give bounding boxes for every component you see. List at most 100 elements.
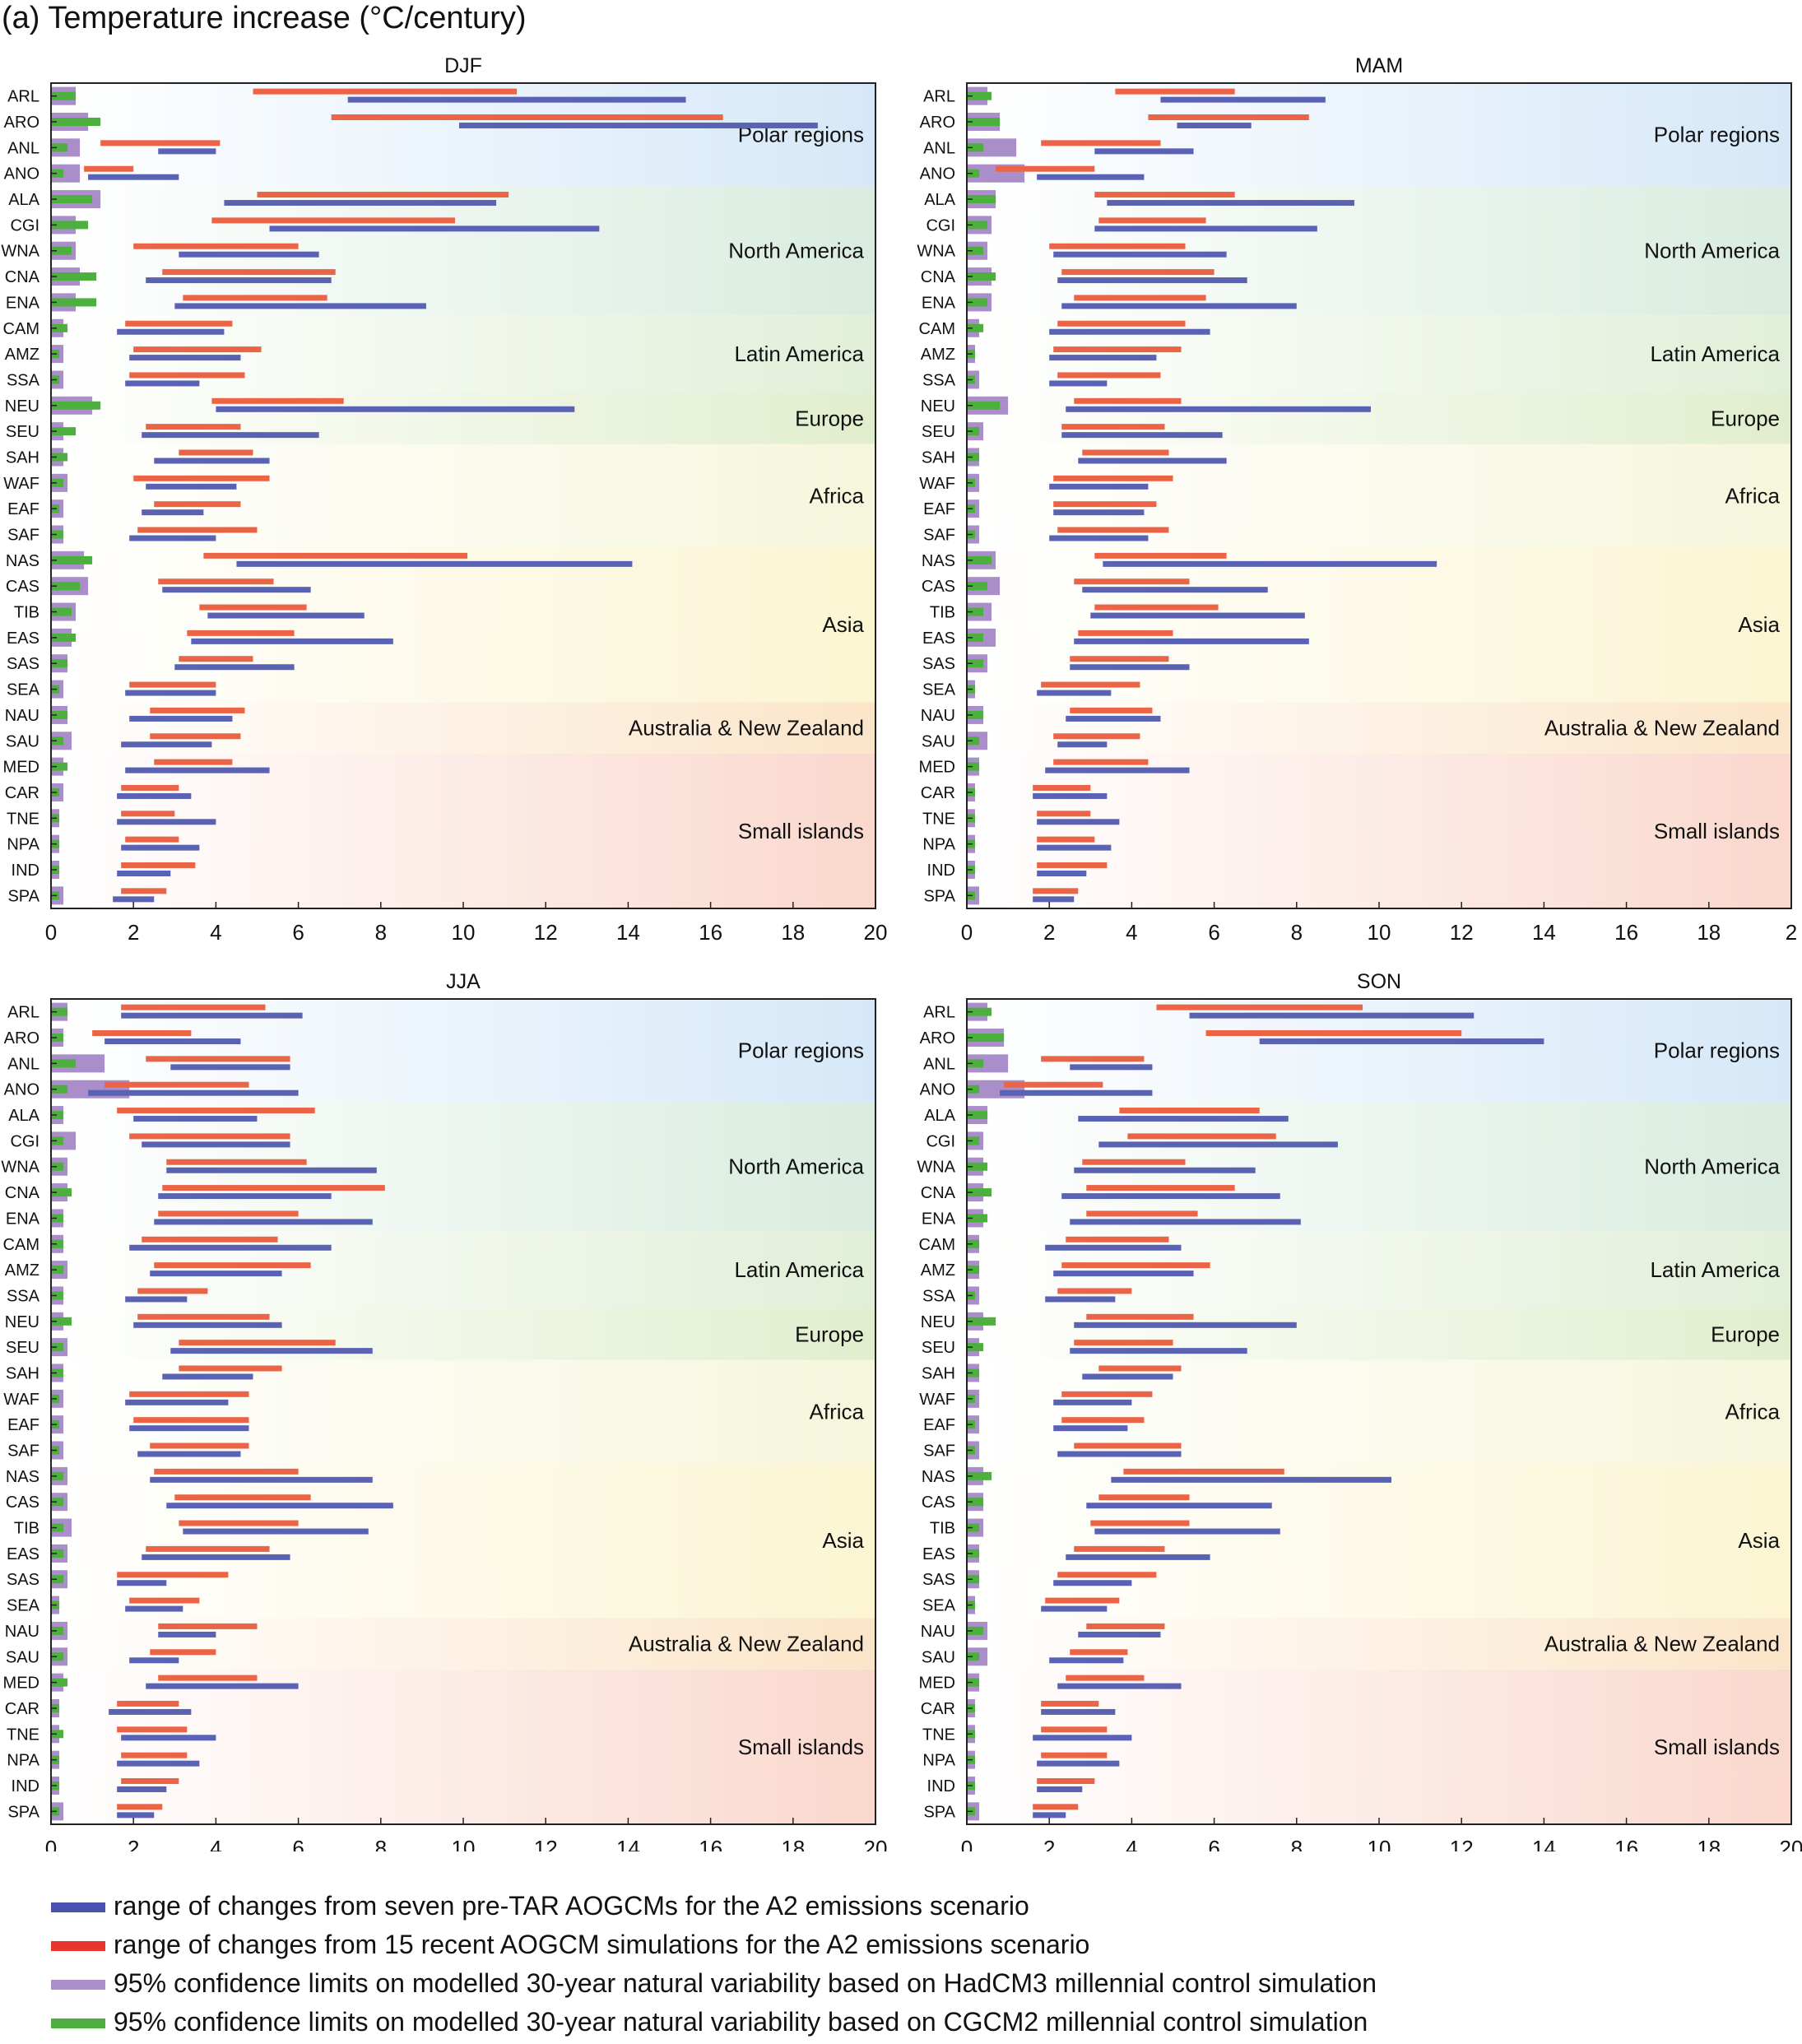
x-tick-label: 2	[1043, 920, 1055, 945]
bar-recent-aogcm	[121, 1004, 266, 1010]
y-tick-label: SAU	[922, 1648, 955, 1666]
x-tick-label: 4	[210, 1836, 221, 1851]
bar-recent-aogcm	[1061, 1391, 1153, 1397]
x-tick-label: 14	[1532, 920, 1556, 945]
y-tick-label: SAH	[922, 1364, 955, 1382]
bar-recent-aogcm	[1086, 1313, 1194, 1320]
bar-recent-aogcm	[1074, 1340, 1173, 1346]
x-tick-label: 12	[534, 1836, 558, 1851]
bar-pre-tar	[1082, 1373, 1173, 1380]
region-label: Asia	[822, 612, 864, 637]
bar-pre-tar	[1074, 638, 1309, 644]
region-label: North America	[728, 239, 864, 263]
bar-recent-aogcm	[1070, 656, 1169, 662]
region-label: Africa	[810, 484, 865, 509]
bar-cgcm2	[51, 1111, 64, 1120]
bar-cgcm2	[51, 1317, 72, 1326]
bar-pre-tar	[1041, 1708, 1116, 1715]
bar-recent-aogcm	[1037, 836, 1095, 843]
y-tick-label: NEU	[5, 1313, 39, 1331]
bar-recent-aogcm	[117, 1108, 315, 1114]
region-label: North America	[1644, 1154, 1780, 1179]
bar-cgcm2	[967, 582, 988, 591]
y-tick-label: NPA	[922, 1752, 955, 1770]
region-band	[51, 315, 875, 393]
bar-cgcm2	[967, 401, 1001, 410]
bar-recent-aogcm	[1115, 88, 1235, 95]
bar-pre-tar	[174, 664, 295, 671]
bar-pre-tar	[1045, 1244, 1182, 1251]
bar-pre-tar	[269, 225, 600, 232]
bar-recent-aogcm	[1070, 1649, 1128, 1656]
y-tick-label: ARL	[923, 88, 955, 106]
bar-cgcm2	[51, 169, 64, 178]
bar-cgcm2	[967, 1239, 980, 1248]
y-tick-label: CAM	[919, 1236, 955, 1254]
bar-pre-tar	[1066, 1554, 1210, 1560]
bar-pre-tar	[117, 819, 216, 825]
bar-pre-tar	[207, 612, 365, 619]
bar-pre-tar	[174, 303, 426, 309]
y-tick-label: NEU	[921, 397, 955, 416]
bar-recent-aogcm	[121, 1777, 179, 1784]
bar-recent-aogcm	[179, 1340, 336, 1346]
bar-cgcm2	[51, 1085, 68, 1094]
region-label: Europe	[1711, 1322, 1780, 1346]
bar-hadcm3	[967, 138, 1017, 157]
bar-cgcm2	[967, 1188, 992, 1197]
bar-recent-aogcm	[1123, 1468, 1284, 1475]
bar-recent-aogcm	[133, 243, 299, 249]
bar-hadcm3	[967, 1054, 1009, 1073]
bar-recent-aogcm	[1057, 1572, 1157, 1578]
bar-pre-tar	[236, 560, 633, 567]
bar-cgcm2	[51, 1214, 64, 1223]
y-tick-label: CNA	[921, 268, 956, 286]
y-tick-label: WAF	[3, 475, 39, 493]
y-tick-label: NPA	[922, 836, 955, 854]
bar-recent-aogcm	[129, 681, 216, 688]
y-tick-label: NAU	[921, 707, 955, 725]
bar-cgcm2	[967, 1111, 988, 1120]
bar-cgcm2	[51, 1575, 64, 1584]
bar-recent-aogcm	[1127, 1133, 1276, 1140]
bar-pre-tar	[183, 1528, 369, 1535]
bar-pre-tar	[1094, 1528, 1280, 1535]
bar-pre-tar	[162, 587, 311, 593]
bar-pre-tar	[166, 1503, 393, 1509]
bar-pre-tar	[104, 1038, 241, 1045]
legend-label: range of changes from 15 recent AOGCM si…	[114, 1930, 1090, 1959]
region-label: Australia & New Zealand	[1544, 716, 1780, 741]
bar-recent-aogcm	[158, 1210, 299, 1217]
bar-cgcm2	[967, 143, 984, 152]
bar-cgcm2	[967, 1498, 984, 1507]
y-tick-label: TNE	[7, 810, 39, 828]
bar-pre-tar	[146, 1683, 299, 1689]
bar-recent-aogcm	[1078, 629, 1173, 636]
y-tick-label: MED	[919, 759, 955, 777]
y-tick-label: SAU	[6, 1648, 39, 1666]
region-label: Australia & New Zealand	[629, 1632, 864, 1656]
y-tick-label: NPA	[7, 1752, 39, 1770]
region-band	[51, 1669, 875, 1824]
bar-pre-tar	[1037, 174, 1145, 180]
bar-recent-aogcm	[121, 784, 179, 791]
y-tick-label: MED	[919, 1675, 955, 1693]
y-tick-label: ENA	[6, 1210, 40, 1228]
x-tick-label: 2	[1043, 1836, 1055, 1851]
panel-title: DJF	[444, 54, 482, 77]
bar-recent-aogcm	[183, 295, 327, 301]
region-label: Europe	[795, 1322, 864, 1346]
bar-recent-aogcm	[1033, 784, 1091, 791]
y-tick-label: NPA	[7, 836, 39, 854]
x-tick-label: 18	[1697, 920, 1721, 945]
bar-cgcm2	[967, 195, 996, 204]
bar-pre-tar	[1037, 819, 1120, 825]
bar-recent-aogcm	[1041, 1752, 1108, 1758]
y-tick-label: SAS	[922, 1571, 955, 1589]
y-tick-label: SAS	[7, 655, 39, 673]
region-band	[967, 83, 1791, 187]
bar-cgcm2	[51, 633, 77, 642]
y-tick-label: SEU	[922, 1339, 955, 1357]
bar-cgcm2	[967, 659, 984, 668]
bar-pre-tar	[117, 1580, 167, 1586]
